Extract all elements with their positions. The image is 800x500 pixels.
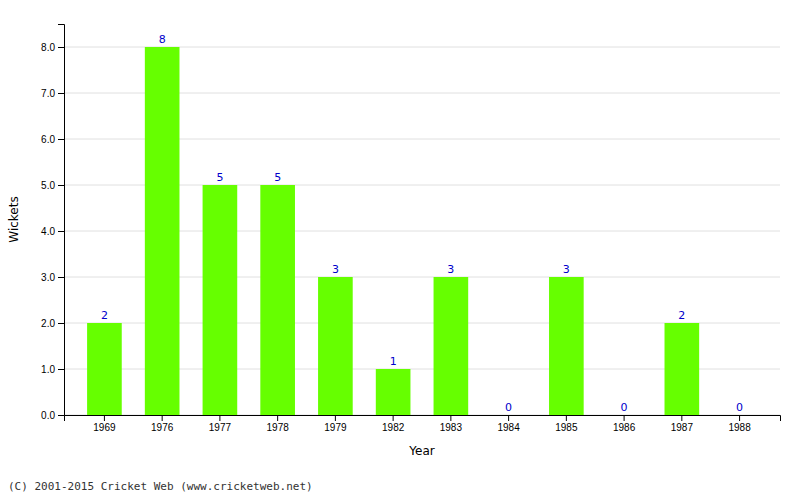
bar xyxy=(203,185,238,415)
data-label: 3 xyxy=(447,263,454,276)
x-axis: 1969 1976 1977 1978 1979 1982 1983 1984 1985 1986… xyxy=(65,415,781,433)
data-label: 0 xyxy=(736,401,743,414)
y-tick: 7.0 xyxy=(41,88,64,99)
bar xyxy=(491,415,526,416)
y-tick-mark xyxy=(58,47,64,48)
bar xyxy=(260,185,295,415)
y-tick-mark xyxy=(58,277,64,278)
x-tick: 1983 xyxy=(440,415,463,433)
y-tick: 2.0 xyxy=(41,318,64,329)
y-tick: 3.0 xyxy=(41,272,64,283)
y-tick-mark xyxy=(58,93,64,94)
bar xyxy=(607,415,642,416)
y-tick: 5.0 xyxy=(41,180,64,191)
x-tick: 1985 xyxy=(555,415,578,433)
y-tick-label: 5.0 xyxy=(41,180,55,191)
grid xyxy=(64,47,780,415)
plot-area: 1969 1976 1977 1978 1979 1982 1983 1984 1985 1986… xyxy=(41,25,780,434)
x-tick-label: 1969 xyxy=(93,422,116,433)
x-tick-mark xyxy=(508,415,509,421)
x-tick: 1976 xyxy=(151,415,174,433)
y-tick-mark xyxy=(58,139,64,140)
y-tick-label: 2.0 xyxy=(41,318,55,329)
y-tick: 1.0 xyxy=(41,364,64,375)
y-tick-mark xyxy=(58,369,64,370)
x-tick-label: 1982 xyxy=(382,422,405,433)
y-tick-mark xyxy=(58,323,64,324)
x-tick-mark xyxy=(566,415,567,421)
bars xyxy=(87,47,699,415)
y-tick-label: 0.0 xyxy=(41,410,55,421)
data-label: 0 xyxy=(621,401,628,414)
x-tick-label: 1988 xyxy=(728,422,751,433)
x-tick-label: 1978 xyxy=(267,422,290,433)
x-tick-label: 1983 xyxy=(440,422,463,433)
y-tick: 4.0 xyxy=(41,226,64,237)
x-tick-label: 1979 xyxy=(324,422,347,433)
x-tick: 1969 xyxy=(93,415,116,433)
x-tick-mark xyxy=(393,415,394,421)
bar xyxy=(434,277,469,415)
y-tick-mark xyxy=(58,415,64,416)
y-tick: 8.0 xyxy=(41,42,64,53)
x-tick-label: 1987 xyxy=(671,422,694,433)
x-tick-mark xyxy=(277,415,278,421)
x-tick: 1978 xyxy=(267,415,290,433)
x-tick-mark xyxy=(450,415,451,421)
y-tick-label: 3.0 xyxy=(41,272,55,283)
x-tick-mark xyxy=(739,415,740,421)
y-tick-mark xyxy=(58,185,64,186)
x-tick: 1982 xyxy=(382,415,405,433)
x-tick: 1979 xyxy=(324,415,347,433)
y-tick-label: 6.0 xyxy=(41,134,55,145)
data-label: 2 xyxy=(101,309,108,322)
data-label: 3 xyxy=(332,263,339,276)
x-tick: 1984 xyxy=(497,415,520,433)
x-tick-mark xyxy=(624,415,625,421)
y-tick: 6.0 xyxy=(41,134,64,145)
data-label: 3 xyxy=(563,263,570,276)
y-axis: 0.0 1.0 2.0 3.0 4.0 5.0 6.0 7.0 8.0 xyxy=(41,25,64,421)
x-tick-label: 1984 xyxy=(497,422,520,433)
x-tick-mark xyxy=(219,415,220,421)
y-axis-line xyxy=(58,25,65,416)
bar xyxy=(549,277,584,415)
y-tick-label: 1.0 xyxy=(41,364,55,375)
bar xyxy=(145,47,180,415)
y-axis-title: Wickets xyxy=(7,196,21,242)
chart: 1969 1976 1977 1978 1979 1982 1983 1984 1985 1986… xyxy=(0,0,800,500)
bar xyxy=(318,277,353,415)
data-label: 1 xyxy=(390,355,397,368)
x-axis-title: Year xyxy=(408,444,434,458)
y-tick-label: 4.0 xyxy=(41,226,55,237)
y-tick-label: 7.0 xyxy=(41,88,55,99)
x-tick: 1987 xyxy=(671,415,694,433)
x-tick-label: 1976 xyxy=(151,422,174,433)
x-tick-label: 1986 xyxy=(613,422,636,433)
x-tick-mark xyxy=(104,415,105,421)
data-label: 5 xyxy=(216,171,223,184)
bar xyxy=(665,323,700,415)
x-tick-mark xyxy=(681,415,682,421)
data-label: 2 xyxy=(678,309,685,322)
x-tick-label: 1985 xyxy=(555,422,578,433)
x-axis-line xyxy=(65,416,781,422)
x-tick-mark xyxy=(335,415,336,421)
y-tick-mark xyxy=(58,231,64,232)
data-label: 8 xyxy=(159,33,166,46)
x-tick: 1977 xyxy=(209,415,232,433)
data-labels: 2 8 5 5 3 1 3 0 3 0 2 0 xyxy=(101,33,743,414)
x-tick: 1988 xyxy=(728,415,751,433)
bar xyxy=(87,323,122,415)
footnote: (C) 2001-2015 Cricket Web (www.cricketwe… xyxy=(8,480,313,493)
y-tick-label: 8.0 xyxy=(41,42,55,53)
bar xyxy=(722,415,757,416)
x-tick: 1986 xyxy=(613,415,636,433)
x-tick-label: 1977 xyxy=(209,422,232,433)
data-label: 0 xyxy=(505,401,512,414)
x-tick-mark xyxy=(162,415,163,421)
data-label: 5 xyxy=(274,171,281,184)
y-tick: 0.0 xyxy=(41,410,64,421)
bar xyxy=(376,369,411,415)
